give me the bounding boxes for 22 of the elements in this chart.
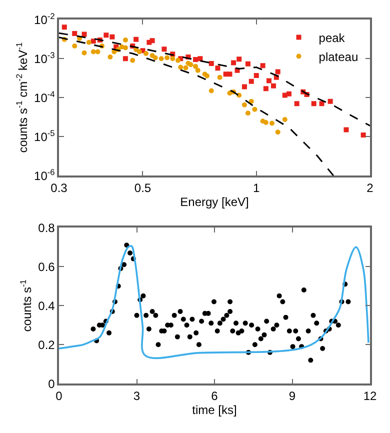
x-tick-label: 0.5 [134, 180, 152, 195]
y-tick-label: 0 [48, 376, 56, 391]
legend-label: plateau [318, 50, 358, 64]
x-tick-label: 2 [366, 180, 374, 195]
y-tick-label: 10$^{-3}$ [34, 50, 56, 66]
y-tick-label: 0.4 [38, 298, 56, 313]
y-tick-label: 10$^{-4}$ [34, 88, 56, 105]
x-axis-title: time [ks] [192, 403, 237, 418]
legend-label: peak [318, 30, 346, 45]
x-tick-label: 12 [363, 388, 377, 403]
y-tick-label: 10$^{-5}$ [34, 128, 56, 144]
y-tick-label: 0.2 [38, 338, 56, 352]
x-tick-label: 0.3 [50, 180, 68, 195]
x-tick-label: 6 [211, 388, 218, 403]
x-axis-title: Energy [keV] [180, 195, 249, 210]
y-tick-label: 10$^{-2}$ [34, 10, 56, 27]
x-tick-label: 9 [288, 388, 296, 403]
y-tick-label: 10$^{-6}$ [34, 166, 56, 183]
x-tick-label: 1 [253, 180, 260, 195]
x-tick-label: 3 [133, 388, 140, 403]
y-tick-label: 0.8 [38, 220, 56, 235]
y-tick-label: 0.6 [38, 260, 56, 274]
